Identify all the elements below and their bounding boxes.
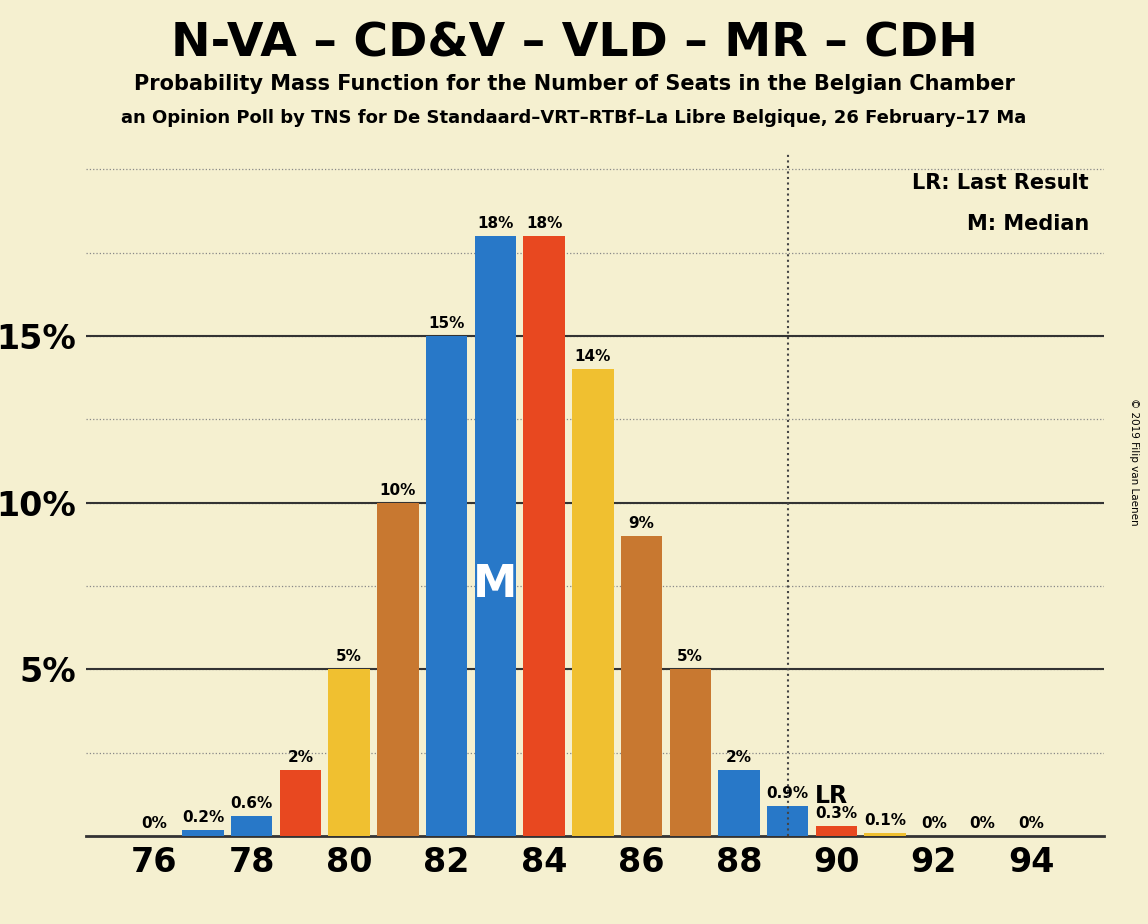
Bar: [767, 807, 808, 836]
Bar: [864, 833, 906, 836]
Text: N-VA – CD&V – VLD – MR – CDH: N-VA – CD&V – VLD – MR – CDH: [171, 21, 977, 67]
Bar: [183, 830, 224, 836]
Bar: [816, 826, 858, 836]
Text: 5%: 5%: [336, 650, 362, 664]
Text: 0.1%: 0.1%: [864, 813, 906, 828]
Bar: [719, 770, 760, 836]
Bar: [621, 536, 662, 836]
Text: 9%: 9%: [629, 516, 654, 531]
Bar: [669, 670, 711, 836]
Text: 10%: 10%: [380, 482, 416, 498]
Text: 0%: 0%: [970, 816, 995, 832]
Text: © 2019 Filip van Laenen: © 2019 Filip van Laenen: [1128, 398, 1139, 526]
Bar: [378, 503, 419, 836]
Text: an Opinion Poll by TNS for De Standaard–VRT–RTBf–La Libre Belgique, 26 February–: an Opinion Poll by TNS for De Standaard–…: [122, 109, 1026, 127]
Bar: [231, 816, 272, 836]
Text: Probability Mass Function for the Number of Seats in the Belgian Chamber: Probability Mass Function for the Number…: [133, 74, 1015, 94]
Text: 0.9%: 0.9%: [767, 786, 808, 801]
Text: 0.2%: 0.2%: [181, 809, 224, 824]
Bar: [474, 236, 517, 836]
Bar: [523, 236, 565, 836]
Text: 18%: 18%: [478, 216, 513, 231]
Text: 15%: 15%: [428, 316, 465, 331]
Text: 0%: 0%: [921, 816, 947, 832]
Bar: [280, 770, 321, 836]
Text: M: Median: M: Median: [967, 214, 1089, 234]
Bar: [328, 670, 370, 836]
Bar: [572, 370, 613, 836]
Text: 18%: 18%: [526, 216, 563, 231]
Text: 2%: 2%: [726, 749, 752, 764]
Text: 0.6%: 0.6%: [231, 796, 273, 811]
Text: LR: LR: [814, 784, 847, 808]
Text: 14%: 14%: [575, 349, 611, 364]
Text: 0.3%: 0.3%: [815, 807, 858, 821]
Text: 0%: 0%: [141, 816, 168, 832]
Text: M: M: [473, 563, 518, 605]
Text: 5%: 5%: [677, 650, 704, 664]
Text: 0%: 0%: [1018, 816, 1045, 832]
Text: 2%: 2%: [287, 749, 313, 764]
Bar: [426, 336, 467, 836]
Text: LR: Last Result: LR: Last Result: [913, 173, 1089, 193]
